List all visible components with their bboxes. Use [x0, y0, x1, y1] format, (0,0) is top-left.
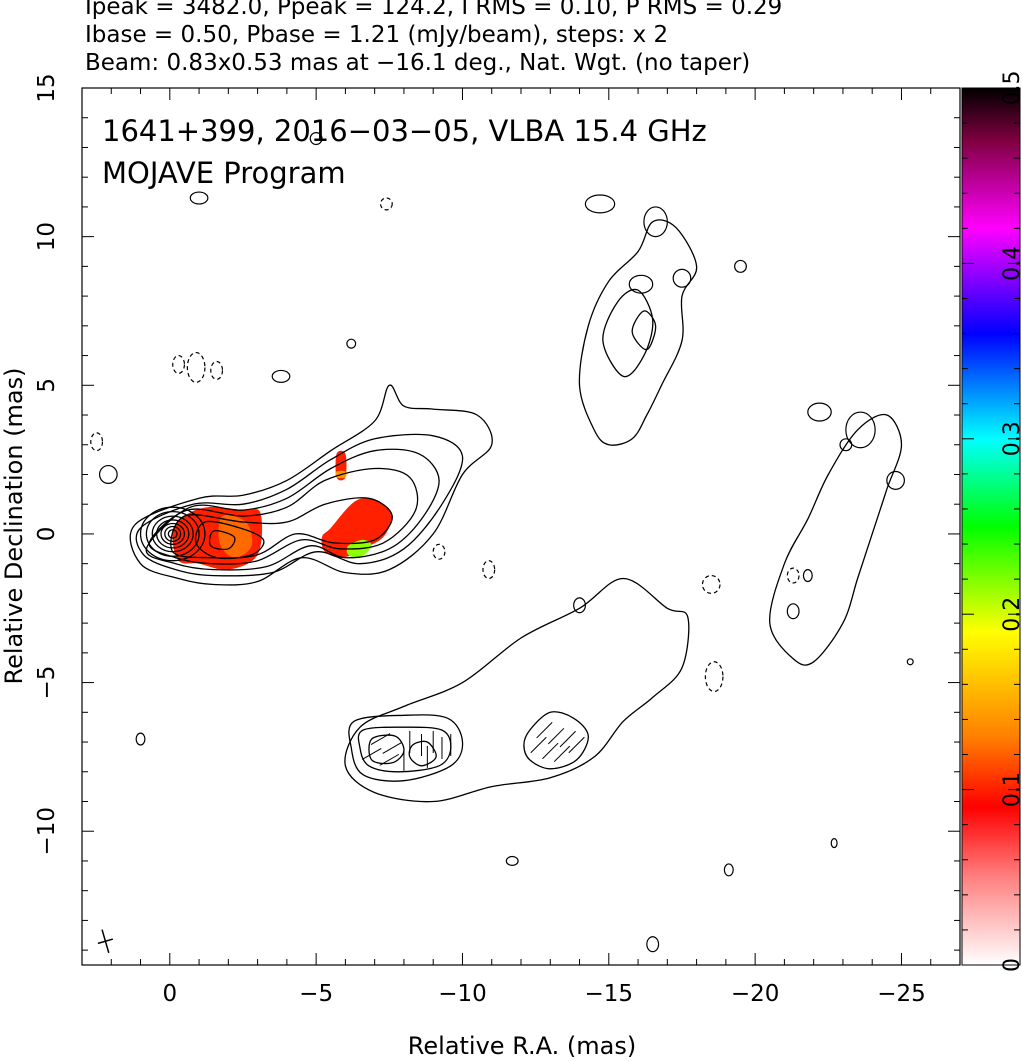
- contour-island: [98, 464, 118, 484]
- evpa-vector: [547, 727, 565, 745]
- intensity-contour: [631, 310, 657, 351]
- evpa-vector: [553, 745, 571, 763]
- colorbar: [962, 88, 1020, 965]
- negative-contour: [379, 197, 393, 211]
- header-stats-line: Ipeak = 3482.0, Ppeak = 124.2, I RMS = 0…: [85, 0, 783, 20]
- contour-island: [830, 838, 838, 849]
- colorbar-axis: 0 0.1 0.2 0.3 0.4 0.5: [962, 71, 1022, 972]
- y-axis-label: Relative Declination (mas): [0, 367, 28, 684]
- negative-contour: [90, 432, 104, 452]
- negative-contour: [701, 574, 721, 594]
- intensity-contour: [769, 413, 903, 666]
- negative-contour: [210, 360, 224, 380]
- header-beam-line: Beam: 0.83x0.53 mas at −16.1 deg., Nat. …: [85, 50, 751, 76]
- intensity-contour: [523, 711, 589, 770]
- y-tick-label: 0: [34, 527, 60, 542]
- intensity-contour: [194, 520, 265, 560]
- contour-island: [734, 259, 747, 273]
- x-tick-label: 0: [162, 981, 177, 1007]
- contour-island: [802, 569, 813, 583]
- contour-island: [886, 470, 905, 490]
- colorbar-tick-label: 0.1: [1000, 772, 1022, 807]
- colorbar-frame: [961, 87, 1021, 966]
- evpa-vector: [568, 736, 585, 754]
- polarized-emission-region: [218, 514, 253, 558]
- contour-island: [786, 603, 800, 620]
- evpa-vector: [530, 736, 547, 754]
- core-contour: [164, 525, 182, 543]
- contour-island: [271, 369, 291, 383]
- evpa-vector: [361, 747, 382, 760]
- contour-island: [643, 206, 668, 238]
- contour-island: [807, 402, 832, 422]
- x-tick-label: −25: [877, 981, 926, 1007]
- intensity-contour: [135, 433, 464, 577]
- x-axis-label: Relative R.A. (mas): [408, 1032, 636, 1060]
- header-base-line: Ibase = 0.50, Pbase = 1.21 (mJy/beam), s…: [85, 22, 669, 48]
- negative-contour: [482, 560, 496, 580]
- intensity-contour: [348, 714, 464, 782]
- evpa-vector: [379, 753, 400, 766]
- program-title: MOJAVE Program: [102, 156, 346, 190]
- colorbar-tick-label: 0.3: [1000, 421, 1022, 456]
- intensity-contour: [208, 530, 236, 551]
- contour-island: [646, 936, 660, 953]
- core-contour: [160, 522, 186, 545]
- negative-contour: [786, 567, 800, 584]
- x-tick-label: −15: [585, 981, 634, 1007]
- x-tick-label: −5: [299, 981, 333, 1007]
- intensity-contour: [344, 577, 690, 803]
- intensity-contour: [408, 740, 437, 767]
- intensity-contour: [578, 219, 698, 446]
- contour-island: [723, 863, 734, 877]
- contour-island: [845, 411, 876, 449]
- intensity-contour: [129, 384, 493, 586]
- intensity-contour: [368, 734, 405, 765]
- colorbar-tick-label: 0: [1000, 958, 1022, 972]
- evpa-vector: [382, 742, 403, 754]
- contour-island: [309, 131, 323, 146]
- x-tick-label: −20: [731, 981, 780, 1007]
- y-tick-label: −10: [34, 807, 60, 856]
- contour-island: [573, 597, 586, 614]
- negative-contour: [172, 354, 186, 374]
- contour-island: [839, 438, 853, 452]
- intensity-contour: [145, 448, 440, 571]
- contour-island: [455, 968, 464, 974]
- contour-island: [346, 338, 357, 349]
- evpa-vector: [536, 722, 553, 739]
- x-tick-label: −10: [438, 981, 487, 1007]
- colorbar-tick-label: 0.2: [1000, 597, 1022, 632]
- intensity-contour: [357, 726, 452, 773]
- intensity-contour: [148, 467, 419, 565]
- contour-island: [135, 732, 146, 746]
- contour-island: [628, 274, 654, 294]
- y-tick-label: 5: [34, 378, 60, 393]
- core-contour: [139, 506, 206, 562]
- evpa-layer: [97, 722, 585, 954]
- contour-island: [189, 191, 209, 205]
- y-tick-label: −5: [34, 666, 60, 700]
- axes-layer: 0 −5 −10 −15 −20 −25 −10 −5 0 5 10 15: [34, 73, 960, 1007]
- colorbar-tick-label: 0.4: [1000, 246, 1022, 281]
- contour-layer: [90, 131, 914, 974]
- intensity-contour: [170, 497, 393, 559]
- negative-contour: [704, 661, 724, 693]
- y-tick-label: 15: [34, 73, 60, 102]
- evpa-vector: [542, 742, 559, 760]
- contour-island: [584, 194, 616, 214]
- colorbar-tick-label: 0.5: [1000, 71, 1022, 106]
- contour-island: [672, 268, 692, 288]
- intensity-contour: [602, 288, 654, 378]
- evpa-vector: [370, 733, 391, 745]
- y-tick-label: 10: [34, 222, 60, 251]
- contour-island: [505, 855, 519, 867]
- contour-island: [906, 658, 914, 666]
- source-title: 1641+399, 2016−03−05, VLBA 15.4 GHz: [102, 114, 707, 148]
- negative-contour: [186, 351, 206, 383]
- negative-contour: [432, 543, 446, 560]
- evpa-vector: [559, 730, 576, 748]
- beam-minor-axis: [97, 938, 114, 945]
